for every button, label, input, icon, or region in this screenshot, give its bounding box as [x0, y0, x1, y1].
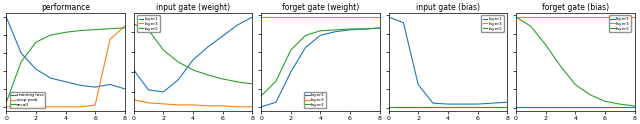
Legend: layer1, layer3, layer2: layer1, layer3, layer2: [609, 15, 631, 32]
Title: input gate (weight): input gate (weight): [156, 3, 230, 13]
Legend: layer1, layer3, layer2: layer1, layer3, layer2: [481, 15, 504, 32]
Title: performance: performance: [41, 3, 90, 13]
Legend: layer1, layer3, layer2: layer1, layer3, layer2: [137, 15, 159, 32]
Title: forget gate (weight): forget gate (weight): [282, 3, 359, 13]
Legend: training loss, stop prob, recall: training loss, stop prob, recall: [10, 92, 45, 108]
Legend: layer1, layer3, layer2: layer1, layer3, layer2: [303, 92, 326, 108]
Title: input gate (bias): input gate (bias): [416, 3, 480, 13]
Title: forget gate (bias): forget gate (bias): [541, 3, 609, 13]
